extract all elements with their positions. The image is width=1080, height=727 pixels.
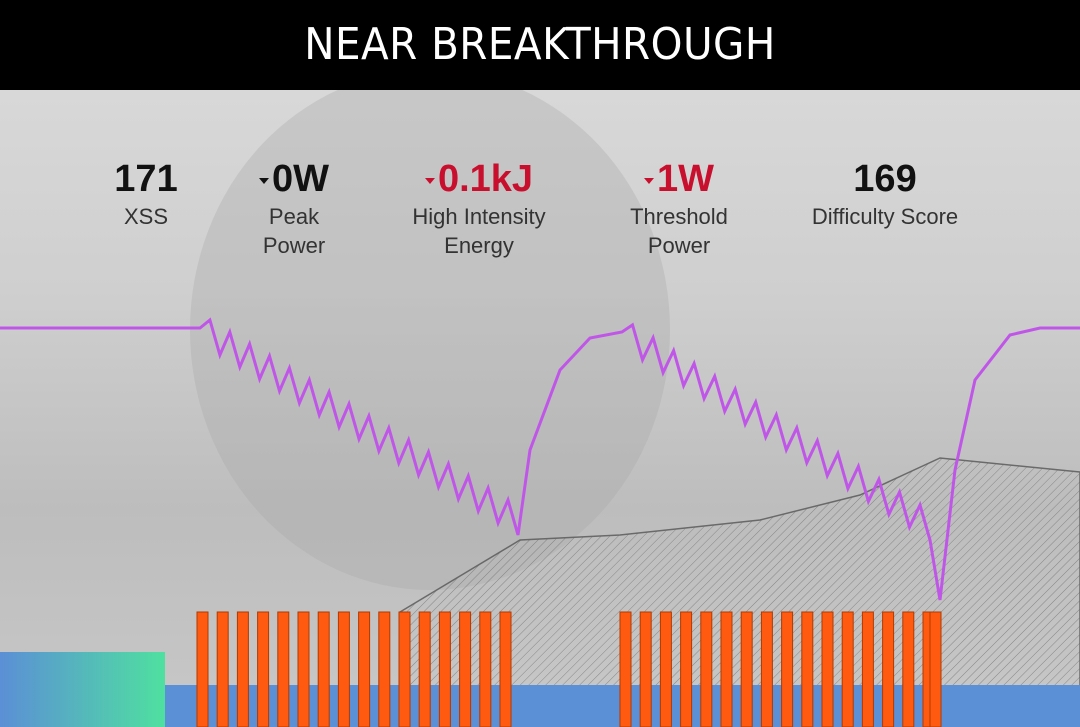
- interval-bar: [459, 611, 472, 727]
- interval-bar: [438, 611, 451, 727]
- metric-value: 0W: [272, 158, 329, 200]
- interval-bar: [378, 611, 391, 727]
- interval-bar: [418, 611, 431, 727]
- metric: 1W Threshold Power: [579, 156, 779, 260]
- rider-silhouette: [190, 70, 670, 590]
- interval-bar: [216, 611, 229, 727]
- metric-value: 0.1kJ: [437, 158, 534, 200]
- metric-label: Peak: [268, 204, 320, 229]
- interval-bar: [236, 611, 249, 727]
- metric: 0W Peak Power: [194, 156, 394, 260]
- metric-value: 1W: [657, 158, 714, 200]
- metric-label: Threshold: [630, 204, 728, 229]
- metric-value: 171: [114, 158, 178, 200]
- metric-label: High Intensity: [412, 204, 546, 229]
- interval-bar: [929, 611, 942, 727]
- interval-bar: [841, 611, 854, 727]
- interval-bar: [196, 611, 209, 727]
- interval-bar: [740, 611, 753, 727]
- interval-bar: [680, 611, 693, 727]
- interval-bar: [398, 611, 411, 727]
- interval-bar: [720, 611, 733, 727]
- metric-label: Power: [647, 233, 711, 258]
- metric-label: Energy: [444, 233, 514, 258]
- interval-bar: [619, 611, 632, 727]
- metric-label: Power: [262, 233, 326, 258]
- interval-bar: [297, 611, 310, 727]
- down-arrow: [259, 177, 269, 184]
- title: NEAR BREAKTHROUGH: [43, 0, 1037, 90]
- base-power: [0, 685, 1080, 727]
- interval-bar: [317, 611, 330, 727]
- interval-bar: [659, 611, 672, 727]
- interval-bar: [902, 611, 915, 727]
- mpa-line: [0, 317, 1080, 601]
- metric-label: Difficulty Score: [811, 204, 959, 229]
- interval-bar: [821, 611, 834, 727]
- interval-bar: [801, 611, 814, 727]
- down-arrow: [644, 177, 654, 184]
- interval-bar: [760, 611, 773, 727]
- metric: 169 Difficulty Score: [785, 156, 985, 231]
- interval-bar: [499, 611, 512, 727]
- interval-bar: [700, 611, 713, 727]
- interval-bar: [781, 611, 794, 727]
- interval-bar: [882, 611, 895, 727]
- metric: 0.1kJ High Intensity Energy: [379, 156, 579, 260]
- down-arrow: [424, 177, 435, 184]
- metric-value: 169: [853, 158, 917, 200]
- interval-bars: [196, 611, 942, 727]
- interval-bar: [479, 611, 492, 727]
- interval-bar: [257, 611, 270, 727]
- metric: 171 XSS: [46, 156, 246, 231]
- interval-bar: [861, 611, 874, 727]
- interval-bar: [639, 611, 652, 727]
- metric-label: XSS: [123, 204, 169, 229]
- warmup-power: [0, 652, 165, 727]
- interval-bar: [358, 611, 371, 727]
- header-bar: NEAR BREAKTHROUGH: [0, 0, 1080, 90]
- interval-bar: [337, 611, 350, 727]
- interval-bar: [277, 611, 290, 727]
